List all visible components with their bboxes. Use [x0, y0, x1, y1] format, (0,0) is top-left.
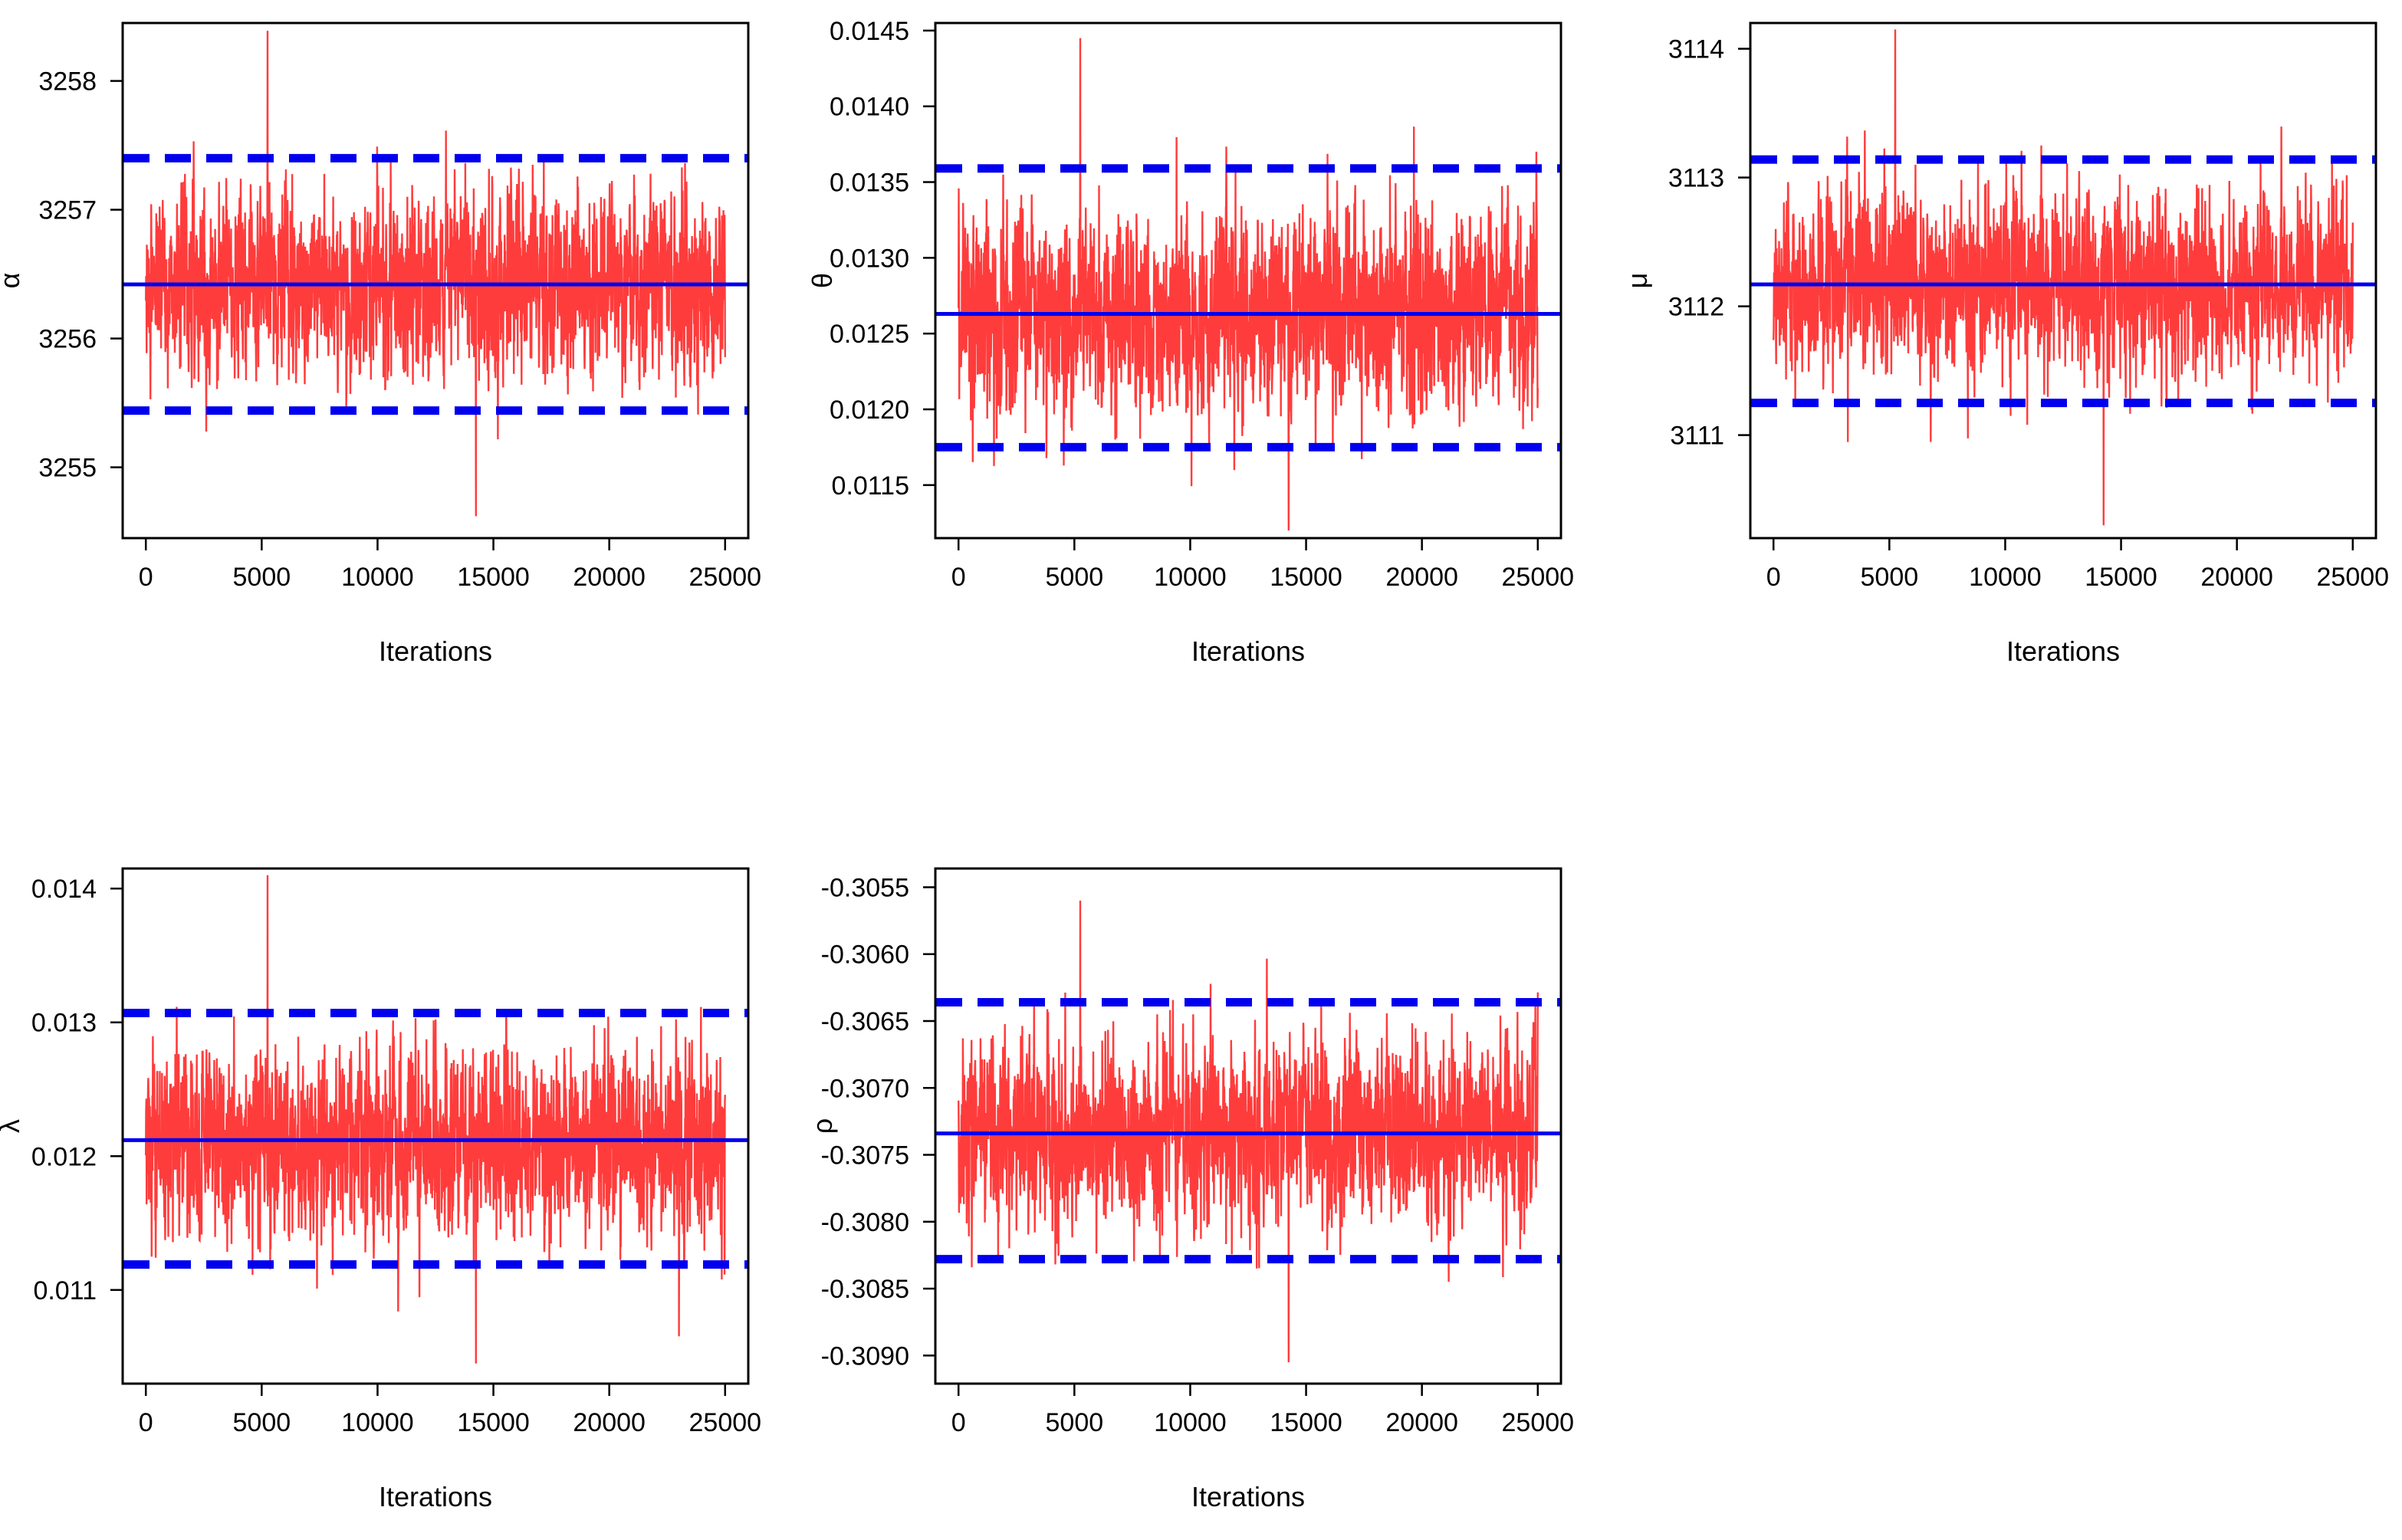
y-axis-label: θ — [807, 273, 838, 288]
y-tick-label: 0.0125 — [830, 320, 909, 349]
trace-line — [958, 38, 1539, 531]
y-tick-label: -0.3090 — [821, 1341, 909, 1371]
y-tick-label: 0.0120 — [830, 396, 909, 425]
x-tick-label: 25000 — [2317, 563, 2390, 592]
plot-frame — [934, 21, 1562, 540]
x-axis-label: Iterations — [379, 635, 492, 667]
x-tick-label: 25000 — [1502, 563, 1575, 592]
x-tick-label: 0 — [139, 563, 153, 592]
plot-frame — [1749, 21, 2377, 540]
y-tick-label: -0.3085 — [821, 1275, 909, 1304]
x-axis-label: Iterations — [2006, 635, 2120, 667]
y-tick-label: 3255 — [38, 454, 97, 483]
x-tick-label: 0 — [139, 1408, 153, 1437]
x-tick-label: 15000 — [1270, 563, 1342, 592]
y-tick-label: 0.0135 — [830, 169, 909, 198]
y-tick-label: 3113 — [1668, 164, 1724, 193]
y-tick-label: 3257 — [38, 196, 97, 225]
x-tick-label: 10000 — [1154, 1408, 1227, 1437]
x-tick-label: 5000 — [1046, 1408, 1104, 1437]
trace-line — [145, 875, 726, 1364]
y-tick-label: 3114 — [1668, 35, 1724, 64]
y-tick-label: 0.0140 — [830, 93, 909, 122]
y-tick-label: 0.0145 — [830, 17, 909, 46]
plot-frame — [121, 21, 750, 540]
y-axis-label: ρ — [807, 1118, 838, 1134]
x-tick-label: 20000 — [2200, 563, 2273, 592]
y-tick-label: 3256 — [38, 325, 97, 354]
trace-panel-4: 0 5000 10000 15000 20000 25000 0.011 0.012 0.013… — [0, 867, 762, 1512]
x-tick-label: 25000 — [689, 1408, 762, 1437]
y-tick-label: -0.3060 — [821, 941, 909, 970]
x-tick-label: 20000 — [573, 1408, 646, 1437]
x-tick-label: 10000 — [341, 563, 414, 592]
y-axis-label: λ — [0, 1119, 25, 1133]
x-tick-label: 5000 — [1861, 563, 1919, 592]
trace-line — [958, 900, 1539, 1363]
y-tick-label: -0.3070 — [821, 1074, 909, 1103]
trace-panel-3: 0 5000 10000 15000 20000 25000 3111 3112 3113 311… — [1622, 21, 2390, 667]
x-tick-label: 5000 — [1046, 563, 1104, 592]
y-axis-label: α — [0, 273, 25, 289]
trace-panel-5: 0 5000 10000 15000 20000 25000 -0.3090 -0.3085 -… — [807, 867, 1575, 1512]
plot-frame — [121, 867, 750, 1385]
trace-panel-1: 0 5000 10000 15000 20000 25000 3255 3256 3257 325… — [0, 21, 762, 667]
x-tick-label: 5000 — [233, 563, 291, 592]
x-tick-label: 0 — [1766, 563, 1781, 592]
x-tick-label: 25000 — [689, 563, 762, 592]
plot-frame — [934, 867, 1562, 1385]
x-tick-label: 0 — [951, 1408, 966, 1437]
x-tick-label: 20000 — [573, 563, 646, 592]
y-axis-label: μ — [1622, 273, 1653, 289]
y-tick-label: 0.014 — [31, 875, 97, 904]
y-tick-label: -0.3065 — [821, 1007, 909, 1036]
trace-line — [1773, 29, 2354, 526]
x-tick-label: 10000 — [1154, 563, 1227, 592]
x-tick-label: 15000 — [1270, 1408, 1342, 1437]
y-tick-label: 3111 — [1670, 422, 1724, 451]
trace-line — [145, 31, 726, 517]
y-tick-label: 0.013 — [31, 1009, 97, 1038]
x-axis-label: Iterations — [1191, 635, 1305, 667]
x-tick-label: 10000 — [341, 1408, 414, 1437]
y-tick-label: 3112 — [1668, 293, 1724, 322]
x-tick-label: 5000 — [233, 1408, 291, 1437]
x-tick-label: 20000 — [1385, 1408, 1458, 1437]
y-tick-label: 0.011 — [33, 1276, 97, 1305]
y-tick-label: 3258 — [38, 67, 97, 97]
y-tick-label: -0.3080 — [821, 1208, 909, 1237]
x-axis-label: Iterations — [379, 1481, 492, 1512]
y-tick-label: -0.3055 — [821, 873, 909, 902]
x-tick-label: 15000 — [457, 1408, 530, 1437]
x-tick-label: 15000 — [2085, 563, 2157, 592]
x-tick-label: 0 — [951, 563, 966, 592]
x-axis-label: Iterations — [1191, 1481, 1305, 1512]
x-tick-label: 25000 — [1502, 1408, 1575, 1437]
y-tick-label: 0.012 — [31, 1142, 97, 1171]
x-tick-label: 15000 — [457, 563, 530, 592]
x-tick-label: 20000 — [1385, 563, 1458, 592]
x-tick-label: 10000 — [1969, 563, 2042, 592]
trace-panel-2: 0 5000 10000 15000 20000 25000 0.0115 0.0120 0.0… — [807, 17, 1574, 667]
y-tick-label: -0.3075 — [821, 1141, 909, 1171]
y-tick-label: 0.0130 — [830, 244, 909, 273]
y-tick-label: 0.0115 — [832, 471, 909, 501]
